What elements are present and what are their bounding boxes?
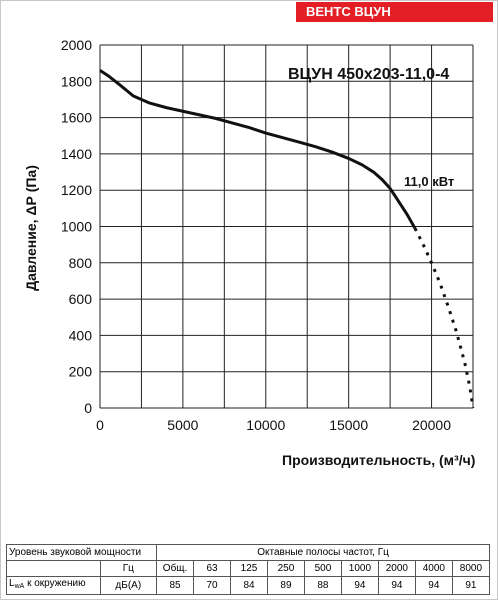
- series-curve-solid: [99, 69, 417, 230]
- x-tick-label: 5000: [167, 417, 198, 433]
- chart-series: [99, 69, 475, 409]
- y-tick-label: 800: [69, 255, 93, 271]
- performance-chart: 0 5000 10000 15000 20000 0 200 400 600 800 1000 120…: [23, 37, 475, 468]
- freq-cell: 8000: [451, 560, 491, 577]
- table-row: LwA к окружению дБ(А) 85 70 84 89 88 94 …: [6, 576, 491, 595]
- table-header-row: Уровень звуковой мощности Октавные полос…: [5, 544, 490, 561]
- freq-cell: 2000: [377, 560, 416, 577]
- y-tick-label: 0: [84, 400, 92, 416]
- y-tick-label: 600: [69, 291, 93, 307]
- y-tick-label: 200: [69, 364, 93, 380]
- value-cell: 89: [266, 576, 305, 595]
- value-cell: 91: [451, 576, 491, 595]
- value-cell: 85: [156, 576, 195, 595]
- series-label: 11,0 кВт: [404, 174, 454, 189]
- value-cell: 94: [340, 576, 379, 595]
- value-cell: 94: [414, 576, 453, 595]
- chart-title: ВЦУН 450x203-11,0-4: [288, 66, 449, 83]
- value-cell: 88: [303, 576, 342, 595]
- freq-cell: 63: [193, 560, 232, 577]
- x-axis-title: Производительность, (м³/ч): [282, 452, 475, 468]
- x-tick-label: 20000: [412, 417, 451, 433]
- octave-bands-header: Октавные полосы частот, Гц: [156, 544, 490, 561]
- freq-cell: 250: [266, 560, 305, 577]
- chart-grid: [99, 44, 474, 409]
- freq-cell: 4000: [414, 560, 453, 577]
- x-tick-label: 10000: [246, 417, 285, 433]
- value-cell: 94: [377, 576, 416, 595]
- x-tick-label: 0: [96, 417, 104, 433]
- row-unit: дБ(А): [99, 576, 158, 595]
- y-tick-label: 1200: [61, 182, 92, 198]
- y-axis-title: Давление, ΔР (Па): [23, 165, 39, 291]
- y-tick-label: 1400: [61, 146, 92, 162]
- y-tick-label: 400: [69, 327, 93, 343]
- freq-cell: 125: [230, 560, 268, 577]
- series-curve-dotted: [413, 227, 475, 409]
- freq-cell: Общ.: [156, 560, 195, 577]
- y-tick-label: 1000: [61, 219, 92, 235]
- tick-labels: 0 5000 10000 15000 20000 0 200 400 600 800 1000 120…: [61, 37, 451, 433]
- freq-cell: 1000: [340, 560, 379, 577]
- hz-unit: Гц: [99, 560, 158, 577]
- row-label: LwA к окружению: [6, 576, 101, 595]
- y-tick-label: 1600: [61, 110, 92, 126]
- y-tick-label: 2000: [61, 37, 92, 53]
- sound-power-header: Уровень звуковой мощности: [5, 544, 157, 561]
- x-tick-label: 15000: [329, 417, 368, 433]
- y-tick-label: 1800: [61, 73, 92, 89]
- sound-power-table: Уровень звуковой мощности Октавные полос…: [5, 544, 491, 595]
- freq-cell: 500: [303, 560, 342, 577]
- value-cell: 70: [193, 576, 232, 595]
- brand-banner: ВЕНТС ВЦУН: [296, 2, 493, 22]
- table-frequency-row: Гц Общ. 63 125 250 500 1000 2000 4000 80…: [6, 560, 491, 577]
- value-cell: 84: [230, 576, 268, 595]
